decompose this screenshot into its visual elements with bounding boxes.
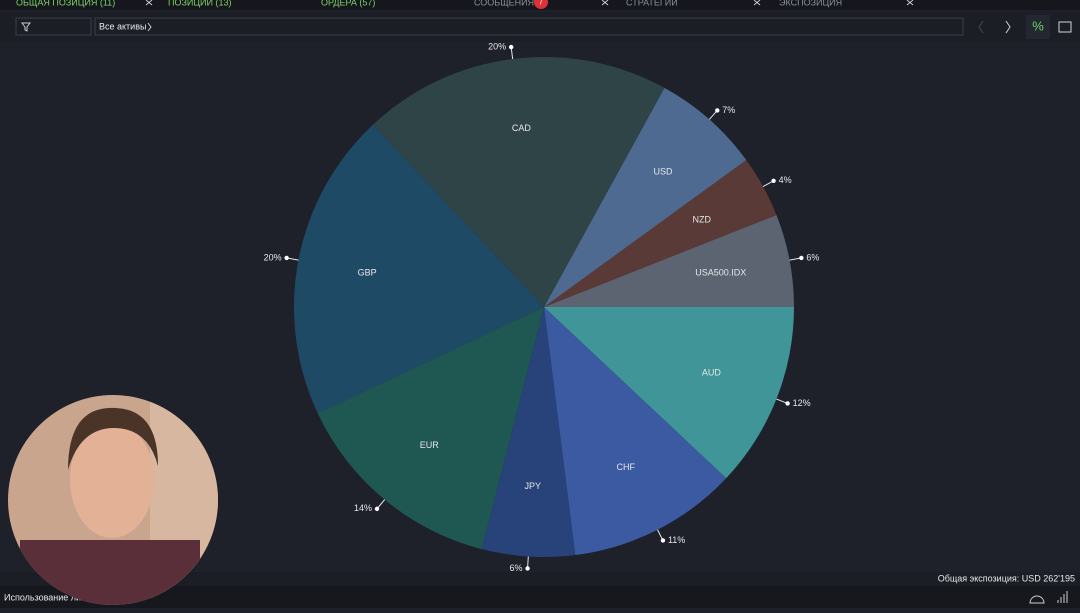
tab-label: ОБЩАЯ ПОЗИЦИЯ (11) [16,0,115,7]
status-bar [0,572,1080,586]
slice-percent: 11% [668,535,685,545]
slice-percent: 14% [354,503,372,513]
tab[interactable]: СТРАТЕГИИ [626,0,761,7]
slice-percent: 6% [806,252,819,262]
tab-label: СООБЩЕНИЯ [474,0,534,7]
slice-percent: 6% [510,563,523,573]
pie-chart: USA500.IDX 6% NZD 4% USD 7% CAD 20% GBP 20% EUR 14%… [264,41,820,572]
tab-label: СТРАТЕГИИ [626,0,678,7]
pie-slice [544,214,794,307]
leader-dot [785,401,790,406]
pie-slice [481,307,576,557]
tab-close[interactable] [145,0,153,6]
leader-dot [374,506,380,512]
slice-percent: 12% [793,398,811,408]
tabs: ОБЩАЯ ПОЗИЦИЯ (11) ПОЗИЦИИ (13) ОРДЕРА (57… [16,0,914,9]
webcam [8,395,218,605]
usage-text: Использование ли [4,592,81,602]
hair [68,407,158,470]
asset-filter[interactable] [94,17,964,36]
slice-name: JPY [524,481,541,491]
badge-count: 7 [538,0,543,6]
tab-close[interactable] [906,0,914,6]
leader-dot [525,566,530,571]
leader-dot [799,255,804,261]
slice-name: CAD [512,123,532,133]
tab[interactable]: СООБЩЕНИЯ 7 [474,0,609,9]
pie-slice [544,160,777,307]
slice-name: EUR [420,440,440,450]
leader-dot [284,255,289,261]
gauge-icon [1029,595,1045,604]
bottom-bar [0,586,1080,608]
slice-name: AUD [702,368,722,378]
slice-name: USA500.IDX [695,268,746,278]
tab[interactable]: ОБЩАЯ ПОЗИЦИЯ (11) [16,0,153,7]
tab[interactable]: ЭКСПОЗИЦИЯ [779,0,914,7]
slice-percent: 20% [488,41,506,51]
leader-dot [508,44,514,50]
badge [534,0,548,9]
chevron [147,22,152,32]
prev-button[interactable] [978,20,984,34]
percent-icon: % [1032,18,1044,33]
pie-slice [294,124,544,414]
window-button[interactable] [1058,21,1072,33]
tab-label: ПОЗИЦИИ (13) [168,0,231,7]
pie-slice [372,57,665,308]
pie-slice [544,307,794,479]
tab-label: ЭКСПОЗИЦИЯ [779,0,842,7]
exposure-total: Общая экспозиция: USD 262'195 [938,573,1075,583]
asset-filter-text: Все активы [99,21,146,31]
tab-label: ОРДЕРА (57) [321,0,375,7]
slice-name: NZD [692,215,711,225]
leader-dot [771,178,776,183]
leader-dot [715,108,720,113]
pie-slice [544,307,727,556]
tab[interactable]: ПОЗИЦИИ (13) [168,0,231,7]
tab-close[interactable] [601,0,609,6]
pie-slice [317,307,544,550]
slice-percent: 7% [722,105,735,115]
tab[interactable]: ОРДЕРА (57) [321,0,375,7]
pie-slice [544,87,747,307]
slice-percent: 4% [779,175,792,185]
tab-close[interactable] [753,0,761,6]
next-button[interactable] [1005,20,1011,34]
toolbar [0,12,1080,42]
percent-toggle[interactable] [1026,15,1050,39]
leader-dot [660,538,666,543]
slice-name: GBP [358,268,377,278]
filter-icon [21,22,31,32]
filter-box[interactable] [15,17,92,36]
signal-icon [1057,591,1068,603]
face [70,422,154,538]
slice-name: USD [654,166,674,176]
slice-name: CHF [616,462,635,472]
slice-percent: 20% [264,252,282,262]
